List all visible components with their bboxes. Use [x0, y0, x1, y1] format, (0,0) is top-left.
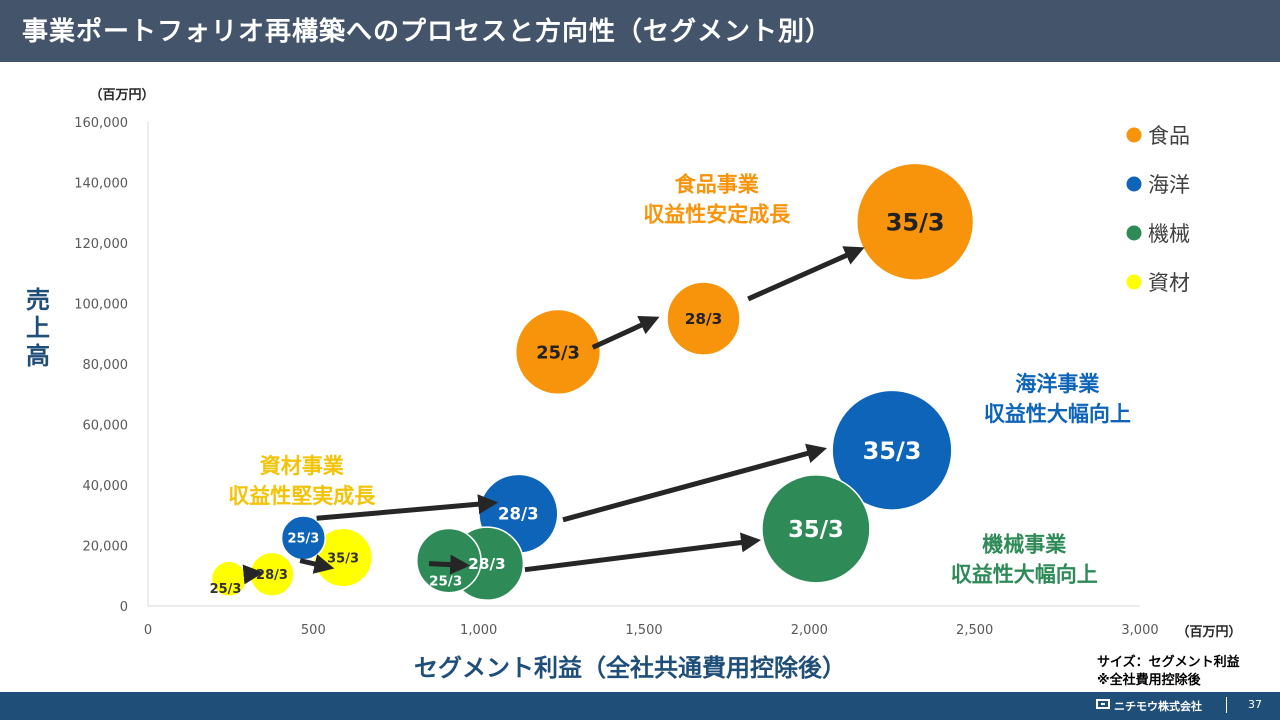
bubble-label: 35/3 — [886, 208, 945, 236]
bubble-label: 35/3 — [788, 517, 844, 543]
legend-label: 資材 — [1148, 271, 1190, 295]
y-tick-label: 80,000 — [83, 358, 129, 373]
y-tick-label: 20,000 — [83, 540, 129, 555]
bubble-label: 25/3 — [429, 573, 462, 589]
x-tick-label: 2,000 — [791, 623, 828, 638]
legend-marker — [1126, 176, 1142, 192]
trend-arrow — [429, 564, 462, 566]
y-tick-label: 120,000 — [74, 237, 128, 252]
bubble-label: 28/3 — [498, 505, 539, 524]
bubble-label: 25/3 — [536, 342, 580, 363]
annotation-text: 収益性安定成長 — [643, 203, 791, 227]
x-tick-label: 0 — [144, 623, 152, 638]
x-tick-label: 1,500 — [625, 623, 662, 638]
size-note: サイズ：セグメント利益 — [1097, 651, 1240, 670]
x-tick-label: 3,000 — [1121, 623, 1158, 638]
bubble-label: 28/3 — [468, 555, 506, 573]
bubble-label: 25/3 — [287, 532, 319, 547]
annotation-text: 収益性大幅向上 — [984, 402, 1131, 426]
bubble-label: 35/3 — [863, 437, 922, 465]
footer-company: ニチモウ株式会社 — [1114, 698, 1202, 714]
annotation-text: 海洋事業 — [1015, 372, 1100, 396]
y-tick-label: 100,000 — [74, 298, 128, 313]
trend-arrow — [593, 320, 653, 347]
bubble-chart: 0 20,000 40,000 60,000 80,000 100,000 120,000 1… — [0, 0, 1280, 692]
bubble-label: 25/3 — [210, 582, 242, 597]
y-tick-label: 60,000 — [83, 419, 129, 434]
trend-arrow — [748, 251, 857, 299]
x-tick-label: 2,500 — [956, 623, 993, 638]
page-number: 37 — [1248, 698, 1262, 711]
bubble-label: 28/3 — [256, 568, 288, 583]
legend-marker — [1126, 274, 1142, 290]
y-axis-title: 売上高 — [26, 286, 50, 370]
x-tick-label: 1,000 — [460, 623, 497, 638]
legend-label: 機械 — [1148, 222, 1190, 246]
annotation-text: 機械事業 — [982, 533, 1067, 557]
company-logo-icon — [1096, 699, 1110, 709]
footer-divider — [1226, 697, 1227, 713]
trend-arrow — [525, 541, 753, 570]
y-tick-label: 160,000 — [74, 116, 128, 131]
legend-marker — [1126, 225, 1142, 241]
expense-note: ※全社費用控除後 — [1097, 669, 1201, 688]
y-unit-label: （百万円） — [89, 87, 154, 103]
annotation-text: 食品事業 — [675, 173, 760, 197]
legend-label: 食品 — [1148, 124, 1190, 148]
x-axis-title: セグメント利益（全社共通費用控除後） — [414, 654, 846, 682]
y-tick-label: 140,000 — [74, 177, 128, 192]
annotation-text: 収益性堅実成長 — [228, 484, 376, 508]
footer-bar: ニチモウ株式会社 37 — [0, 692, 1280, 720]
x-tick-label: 500 — [301, 623, 326, 638]
annotation-text: 収益性大幅向上 — [951, 563, 1098, 587]
x-unit-label: （百万円） — [1176, 624, 1241, 640]
annotation-text: 資材事業 — [260, 454, 345, 478]
bubble-label: 35/3 — [327, 551, 359, 566]
legend-marker — [1126, 127, 1142, 143]
trend-arrow — [246, 573, 256, 574]
y-tick-label: 40,000 — [83, 479, 129, 494]
y-tick-label: 0 — [120, 600, 128, 615]
legend-label: 海洋 — [1148, 173, 1190, 197]
bubble-label: 28/3 — [685, 310, 723, 328]
